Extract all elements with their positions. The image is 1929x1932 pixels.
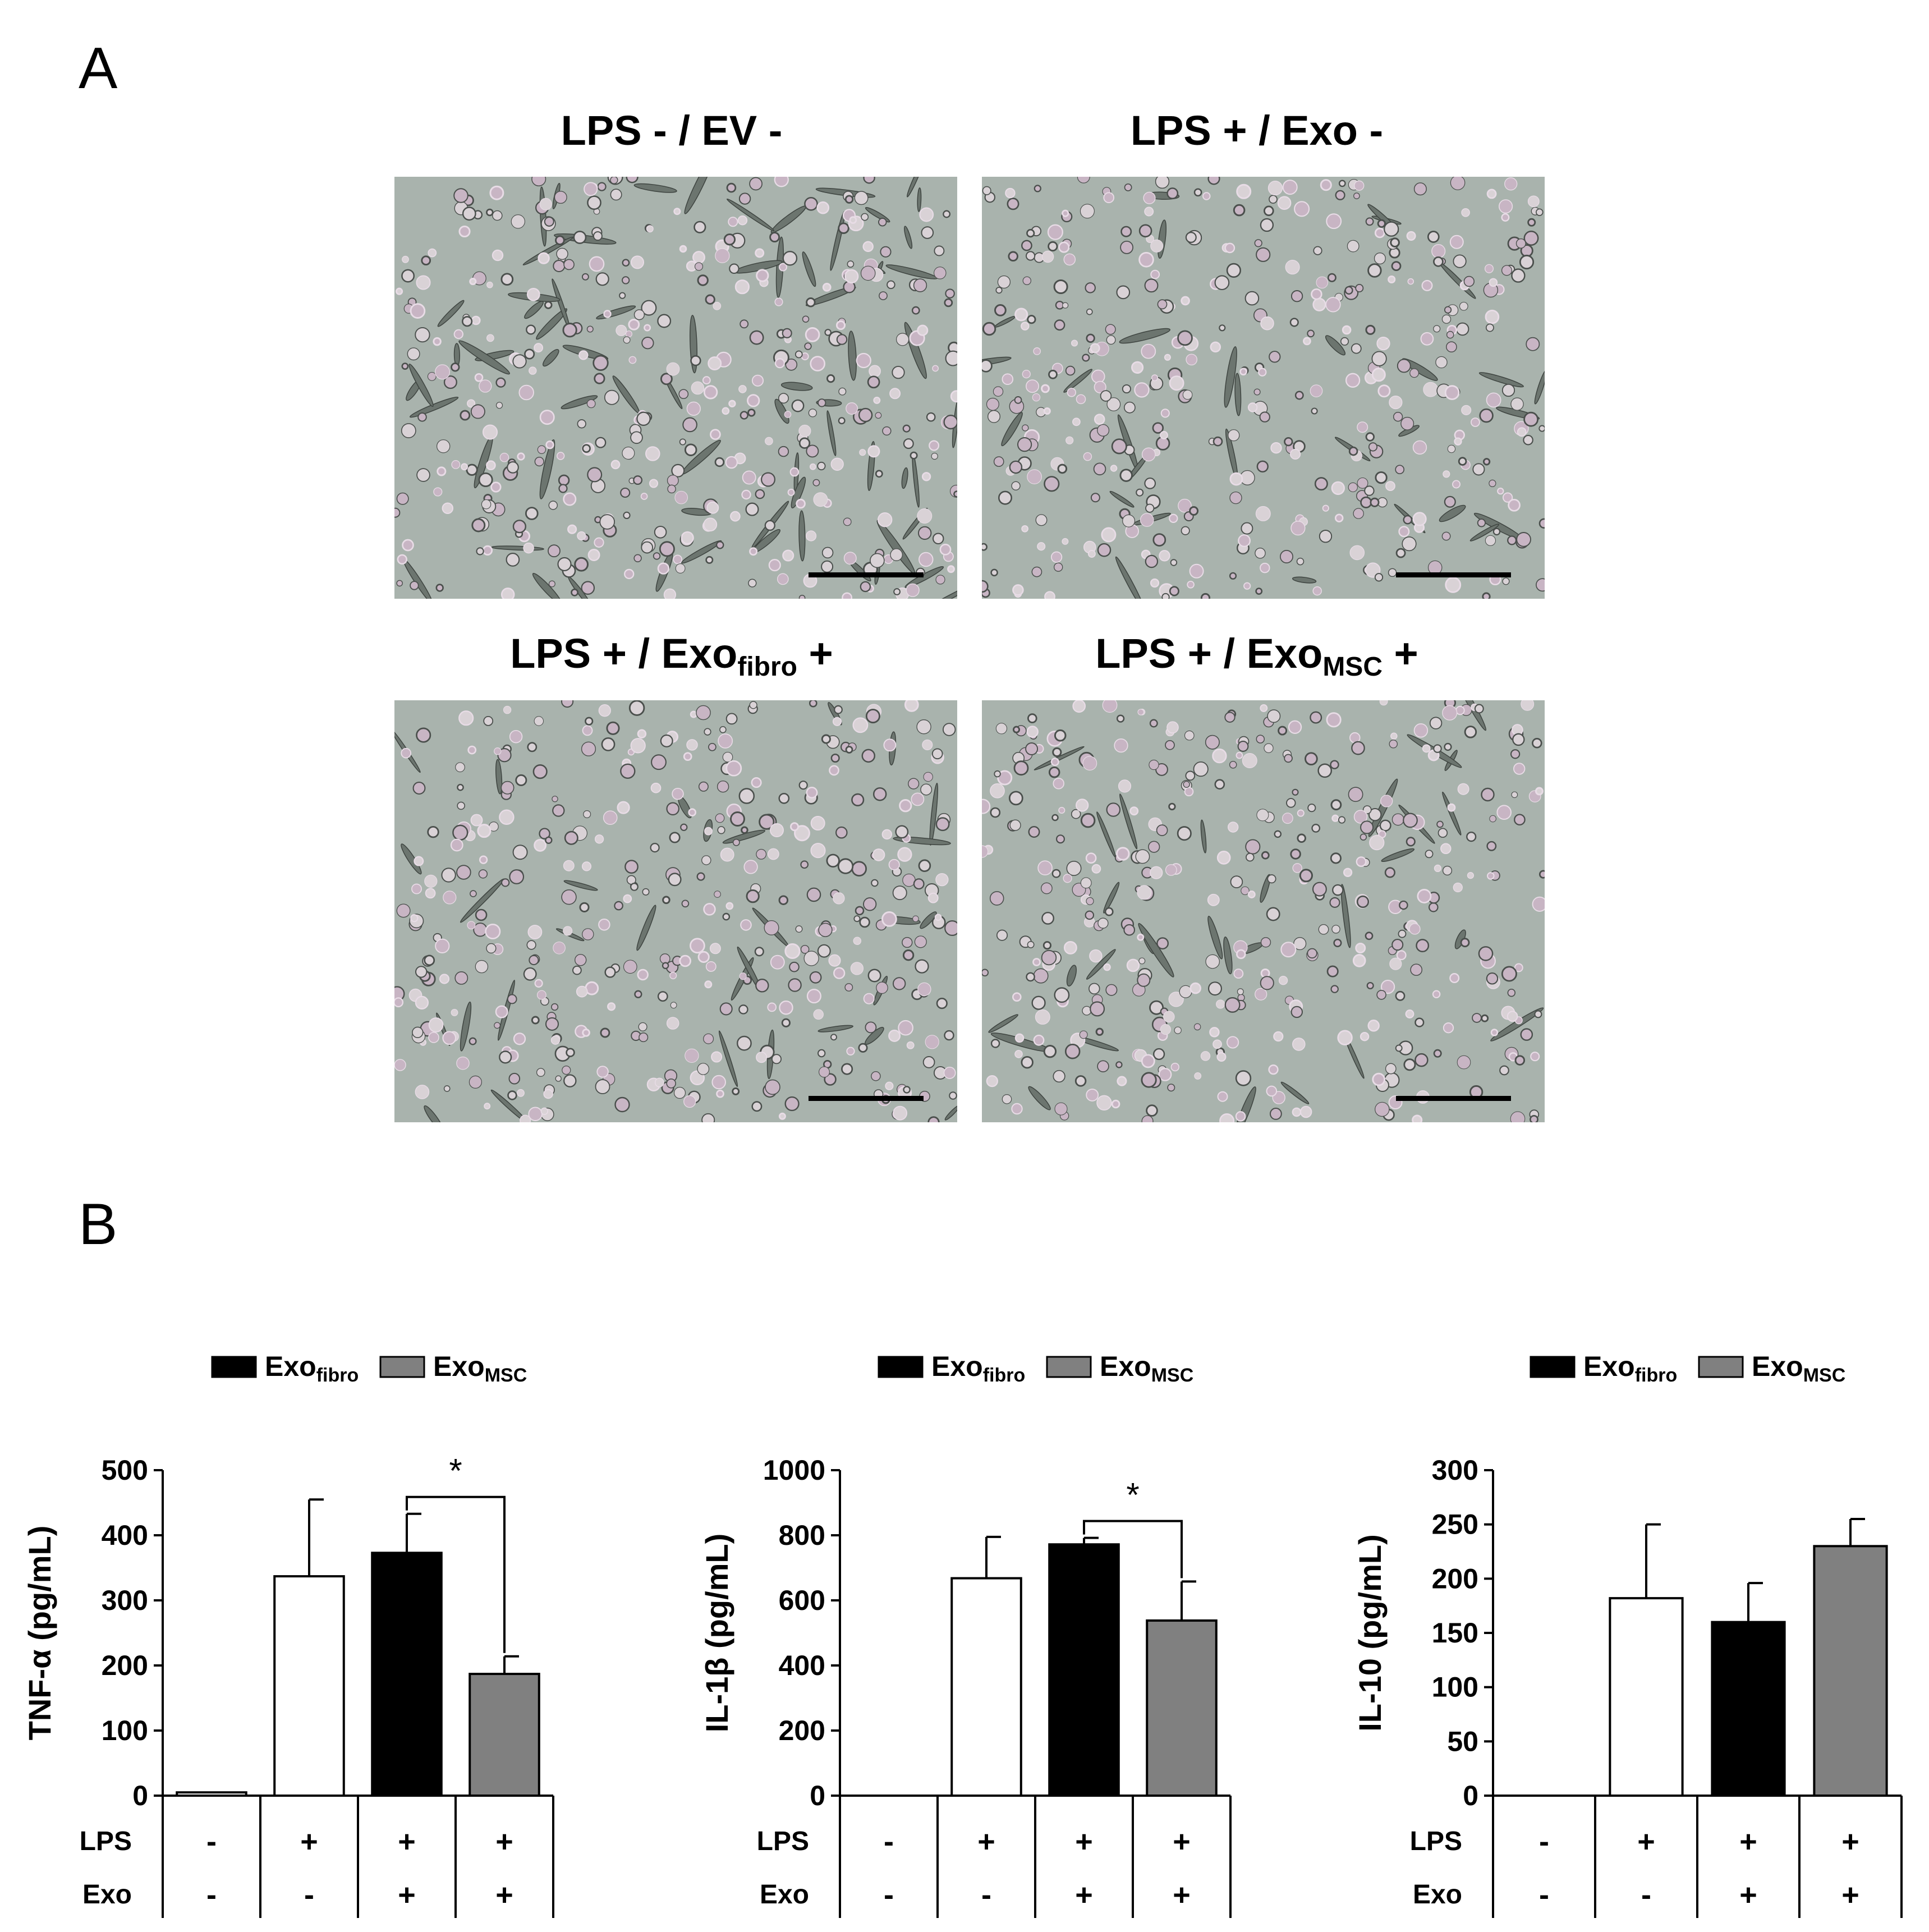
exo-cell: - bbox=[981, 1878, 991, 1912]
bar bbox=[372, 1553, 442, 1796]
y-axis-label: IL-1β (pg/mL) bbox=[699, 1534, 734, 1733]
y-tick-label: 500 bbox=[102, 1454, 148, 1486]
row-label-exo: Exo bbox=[760, 1880, 809, 1910]
y-axis-label: IL-10 (pg/mL) bbox=[1352, 1534, 1388, 1732]
exo-cell: - bbox=[1641, 1878, 1651, 1912]
bar bbox=[952, 1578, 1021, 1796]
bar bbox=[1147, 1621, 1216, 1796]
y-tick-label: 100 bbox=[102, 1715, 148, 1746]
legend-swatch-msc bbox=[1047, 1357, 1091, 1377]
exo-cell: + bbox=[1173, 1878, 1191, 1912]
bar bbox=[470, 1674, 539, 1796]
legend-label-msc: ExoMSC bbox=[1100, 1351, 1193, 1386]
legend-label-msc: ExoMSC bbox=[433, 1351, 527, 1386]
legend-label-fibro: Exofibro bbox=[265, 1351, 359, 1386]
legend-swatch-fibro bbox=[212, 1357, 256, 1377]
bar bbox=[1814, 1546, 1886, 1796]
significance-mark: * bbox=[1126, 1476, 1139, 1514]
exo-cell: - bbox=[206, 1878, 217, 1912]
y-tick-label: 300 bbox=[102, 1585, 148, 1616]
y-tick-label: 0 bbox=[1463, 1780, 1478, 1811]
exo-cell: + bbox=[398, 1878, 416, 1912]
lps-cell: + bbox=[977, 1825, 995, 1858]
y-tick-label: 0 bbox=[810, 1780, 825, 1811]
y-tick-label: 250 bbox=[1432, 1509, 1478, 1540]
lps-cell: + bbox=[300, 1825, 318, 1858]
exo-cell: + bbox=[495, 1878, 513, 1912]
lps-cell: + bbox=[495, 1825, 513, 1858]
exo-cell: - bbox=[884, 1878, 894, 1912]
bar bbox=[1049, 1544, 1119, 1796]
lps-cell: - bbox=[1539, 1825, 1549, 1858]
lps-cell: - bbox=[884, 1825, 894, 1858]
row-label-lps: LPS bbox=[80, 1827, 132, 1856]
y-tick-label: 100 bbox=[1432, 1672, 1478, 1703]
y-tick-label: 0 bbox=[132, 1780, 148, 1811]
y-tick-label: 50 bbox=[1447, 1726, 1478, 1757]
row-label-exo: Exo bbox=[82, 1880, 132, 1910]
lps-cell: + bbox=[1739, 1825, 1757, 1858]
bar bbox=[1610, 1598, 1682, 1796]
bar bbox=[274, 1576, 344, 1796]
y-axis-label: TNF-α (pg/mL) bbox=[22, 1526, 57, 1741]
row-label-lps: LPS bbox=[757, 1827, 809, 1856]
exo-cell: + bbox=[1739, 1878, 1757, 1912]
y-tick-label: 400 bbox=[779, 1650, 825, 1681]
legend-swatch-msc bbox=[1699, 1357, 1743, 1377]
y-tick-label: 200 bbox=[779, 1715, 825, 1746]
y-tick-label: 1000 bbox=[763, 1454, 825, 1486]
legend-label-fibro: Exofibro bbox=[1583, 1351, 1677, 1386]
legend-label-fibro: Exofibro bbox=[931, 1351, 1025, 1386]
exo-cell: - bbox=[1539, 1878, 1549, 1912]
y-tick-label: 800 bbox=[779, 1520, 825, 1551]
lps-cell: - bbox=[206, 1825, 217, 1858]
bar bbox=[1712, 1622, 1784, 1796]
exo-cell: + bbox=[1841, 1878, 1859, 1912]
y-tick-label: 200 bbox=[1432, 1563, 1478, 1594]
y-tick-label: 200 bbox=[102, 1650, 148, 1681]
row-label-lps: LPS bbox=[1410, 1827, 1462, 1856]
exo-cell: + bbox=[1075, 1878, 1093, 1912]
legend-label-msc: ExoMSC bbox=[1752, 1351, 1845, 1386]
lps-cell: + bbox=[1173, 1825, 1191, 1858]
lps-cell: + bbox=[1841, 1825, 1859, 1858]
lps-cell: + bbox=[1075, 1825, 1093, 1858]
legend-swatch-msc bbox=[380, 1357, 424, 1377]
legend-swatch-fibro bbox=[879, 1357, 922, 1377]
significance-mark: * bbox=[449, 1452, 462, 1490]
lps-cell: + bbox=[1637, 1825, 1655, 1858]
y-tick-label: 600 bbox=[779, 1585, 825, 1616]
exo-cell: - bbox=[304, 1878, 314, 1912]
y-tick-label: 300 bbox=[1432, 1454, 1478, 1486]
legend-swatch-fibro bbox=[1531, 1357, 1574, 1377]
y-tick-label: 150 bbox=[1432, 1617, 1478, 1649]
row-label-exo: Exo bbox=[1413, 1880, 1462, 1910]
lps-cell: + bbox=[398, 1825, 416, 1858]
y-tick-label: 400 bbox=[102, 1520, 148, 1551]
